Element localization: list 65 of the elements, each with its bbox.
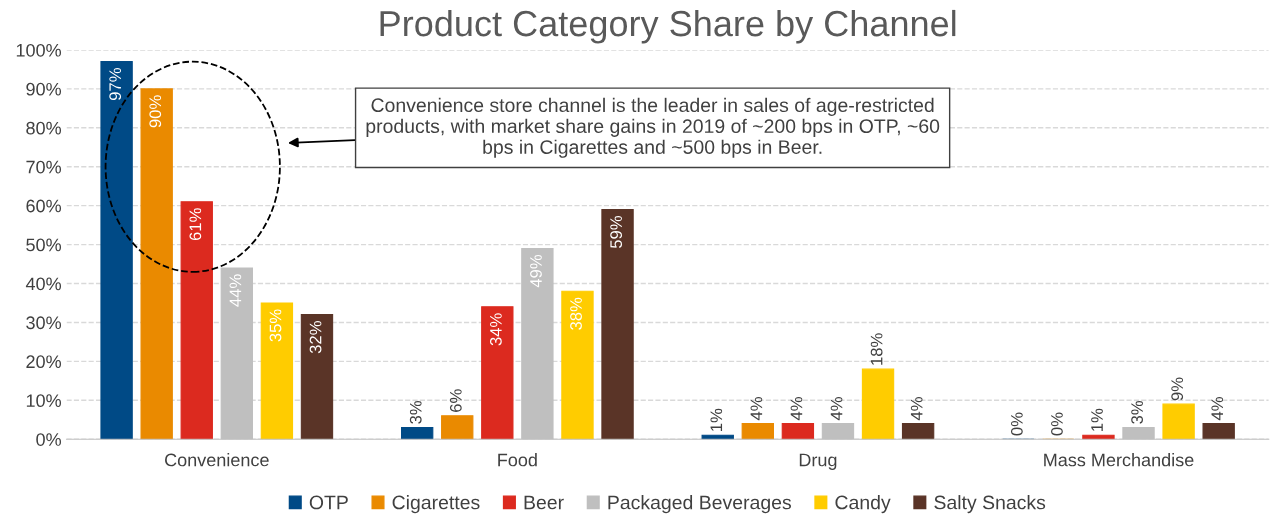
data-label: 35% xyxy=(269,309,282,342)
x-tick-label: Convenience xyxy=(165,453,269,467)
data-label: 3% xyxy=(409,400,422,424)
y-tick-label: 80% xyxy=(26,121,62,135)
data-label: 32% xyxy=(309,321,322,354)
data-label: 9% xyxy=(1171,377,1184,401)
bar xyxy=(140,88,173,440)
data-label: 90% xyxy=(149,95,162,128)
bar xyxy=(741,423,774,440)
data-label: 44% xyxy=(229,274,242,307)
chart-title: Product Category Share by Channel xyxy=(380,9,956,44)
data-label: 6% xyxy=(449,389,462,412)
x-tick-label: Mass Merchandise xyxy=(1044,453,1194,467)
x-tick-label: Food xyxy=(498,453,537,467)
data-label: 49% xyxy=(530,254,542,288)
data-label: 4% xyxy=(790,397,803,421)
bar xyxy=(481,306,514,440)
y-tick-label: 20% xyxy=(26,355,62,369)
data-label: 1% xyxy=(710,408,723,431)
bar xyxy=(561,290,594,440)
bar xyxy=(781,423,815,440)
bar xyxy=(1082,434,1115,440)
data-label: 97% xyxy=(109,68,122,101)
data-label: 61% xyxy=(189,208,202,241)
data-label: 38% xyxy=(570,297,582,330)
bar xyxy=(400,426,434,440)
bar xyxy=(100,61,133,440)
data-label: 34% xyxy=(489,313,502,346)
data-label: 1% xyxy=(1091,408,1103,431)
y-tick-label: 30% xyxy=(26,316,62,330)
legend-label: Beer xyxy=(524,495,564,510)
y-tick-label: 100% xyxy=(16,43,62,57)
bar xyxy=(901,423,935,440)
legend-label: Salty Snacks xyxy=(934,495,1046,514)
legend-label: Packaged Beverages xyxy=(608,495,792,514)
data-label: 0% xyxy=(1010,412,1023,436)
bar xyxy=(601,209,634,440)
data-label: 18% xyxy=(870,333,883,365)
legend-label: Cigarettes xyxy=(392,495,480,514)
bar xyxy=(260,302,294,440)
bar xyxy=(180,201,213,440)
y-tick-label: 90% xyxy=(26,82,62,96)
data-label: 4% xyxy=(1211,397,1224,421)
data-label: 4% xyxy=(910,397,923,421)
y-tick-label: 60% xyxy=(26,199,62,213)
y-tick-label: 50% xyxy=(26,238,62,252)
bar xyxy=(701,434,734,440)
data-label: 3% xyxy=(1131,400,1143,424)
data-label: 4% xyxy=(830,397,843,421)
bar xyxy=(1202,423,1235,440)
y-tick-label: 10% xyxy=(26,394,62,408)
bar xyxy=(861,368,895,440)
legend-label: Candy xyxy=(835,495,891,514)
bar xyxy=(300,314,334,440)
bar xyxy=(1162,403,1195,440)
y-tick-label: 40% xyxy=(25,277,62,291)
data-label: 0% xyxy=(1051,412,1063,436)
data-label: 59% xyxy=(610,215,623,249)
data-label: 4% xyxy=(750,397,763,421)
annotation: Convenience store channel is the leader in sales of age-restricted products, with market share gains in 2019 of ~200 bps in OTP, ~60 bps in Cigarettes and ~500 bps in Beer. xyxy=(366,97,940,158)
bar xyxy=(441,415,474,440)
y-tick-label: 0% xyxy=(36,433,61,446)
legend-label: OTP xyxy=(309,495,348,510)
x-tick-label: Drug xyxy=(799,453,837,470)
y-tick-label: 70% xyxy=(26,160,62,174)
